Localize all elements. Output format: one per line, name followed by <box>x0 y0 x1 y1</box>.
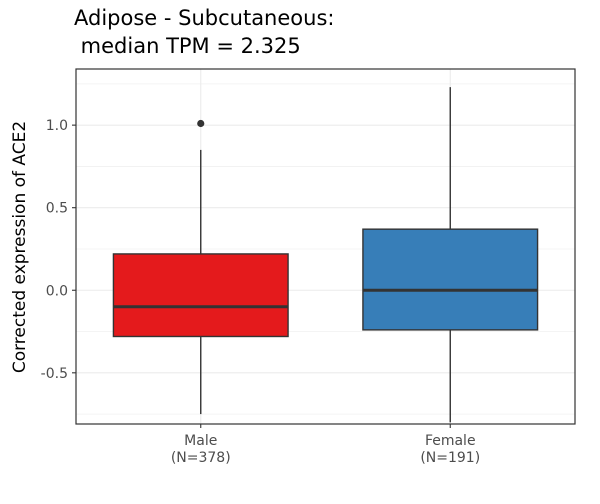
box-female <box>362 87 539 423</box>
y-tick-label: -0.5 <box>41 366 68 382</box>
box-iqr <box>362 228 539 331</box>
chart-title-line-2: median TPM = 2.325 <box>74 34 301 58</box>
y-tick-label: 0.5 <box>46 201 68 217</box>
x-category-label: Female <box>425 433 476 449</box>
chart-title-line-1: Adipose - Subcutaneous: <box>74 6 334 30</box>
box-layer <box>112 87 539 423</box>
y-tick-label: 1.0 <box>46 118 68 134</box>
x-axis: Male(N=378) Female(N=191) <box>171 424 480 466</box>
box-male <box>112 119 289 415</box>
x-category-count: (N=191) <box>420 450 480 466</box>
box-iqr <box>112 253 289 338</box>
outlier-point <box>197 119 205 128</box>
plot-panel-border <box>75 68 576 425</box>
x-category-count: (N=378) <box>171 450 231 466</box>
y-tick-label: 0.0 <box>46 283 68 299</box>
x-category-label: Male <box>184 433 217 449</box>
y-axis-title: Corrected expression of ACE2 <box>10 121 30 373</box>
y-axis: -0.5 0.0 0.5 1.0 <box>41 118 76 382</box>
